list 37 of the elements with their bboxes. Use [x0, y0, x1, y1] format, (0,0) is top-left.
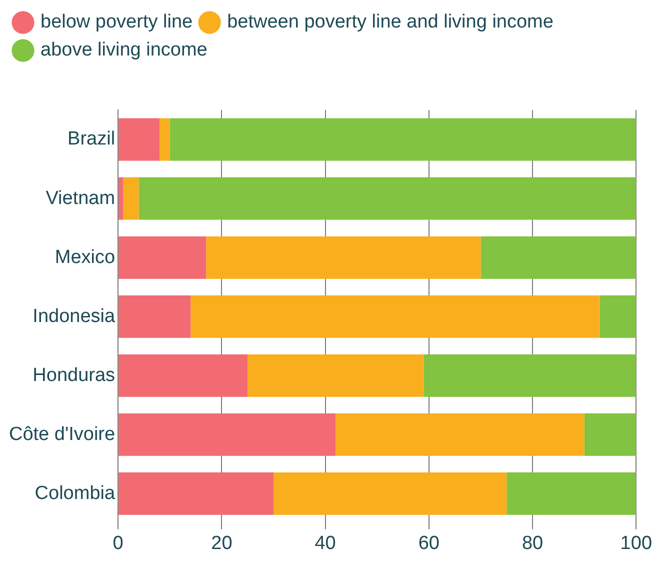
legend-label: above living income	[40, 40, 208, 61]
bar	[584, 413, 636, 456]
bar	[118, 472, 274, 515]
bar	[424, 354, 636, 397]
y-tick-label: Honduras	[32, 364, 116, 386]
bar	[506, 472, 636, 515]
bar	[118, 354, 248, 397]
y-tick-label: Brazil	[68, 128, 116, 150]
bar	[336, 413, 584, 456]
legend-label: between poverty line and living income	[227, 12, 554, 33]
bar	[118, 177, 124, 220]
x-tick-label: 100	[620, 532, 652, 554]
bar	[118, 118, 160, 161]
legend-label: below poverty line	[40, 12, 193, 33]
x-tick-label: 60	[418, 532, 440, 554]
bar	[118, 413, 336, 456]
bar	[138, 177, 636, 220]
y-tick-label: Colombia	[34, 482, 116, 504]
bar	[600, 295, 636, 338]
bar	[118, 236, 206, 279]
bar	[190, 295, 600, 338]
y-tick-label: Indonesia	[32, 306, 116, 327]
bar	[480, 236, 636, 279]
x-tick-label: 0	[112, 532, 124, 554]
x-tick-label: 40	[314, 532, 336, 554]
x-tick-label: 20	[211, 532, 232, 554]
bar	[206, 236, 481, 279]
bar	[170, 118, 636, 161]
x-tick-label: 80	[522, 532, 544, 554]
bar	[248, 354, 424, 397]
y-tick-label: Mexico	[54, 246, 116, 268]
bar	[123, 177, 139, 220]
y-tick-label: Vietnam	[46, 188, 116, 209]
y-tick-label: Côte d'Ivoire	[8, 424, 116, 445]
bar	[273, 472, 507, 515]
bar	[118, 295, 191, 338]
bar	[160, 118, 170, 161]
